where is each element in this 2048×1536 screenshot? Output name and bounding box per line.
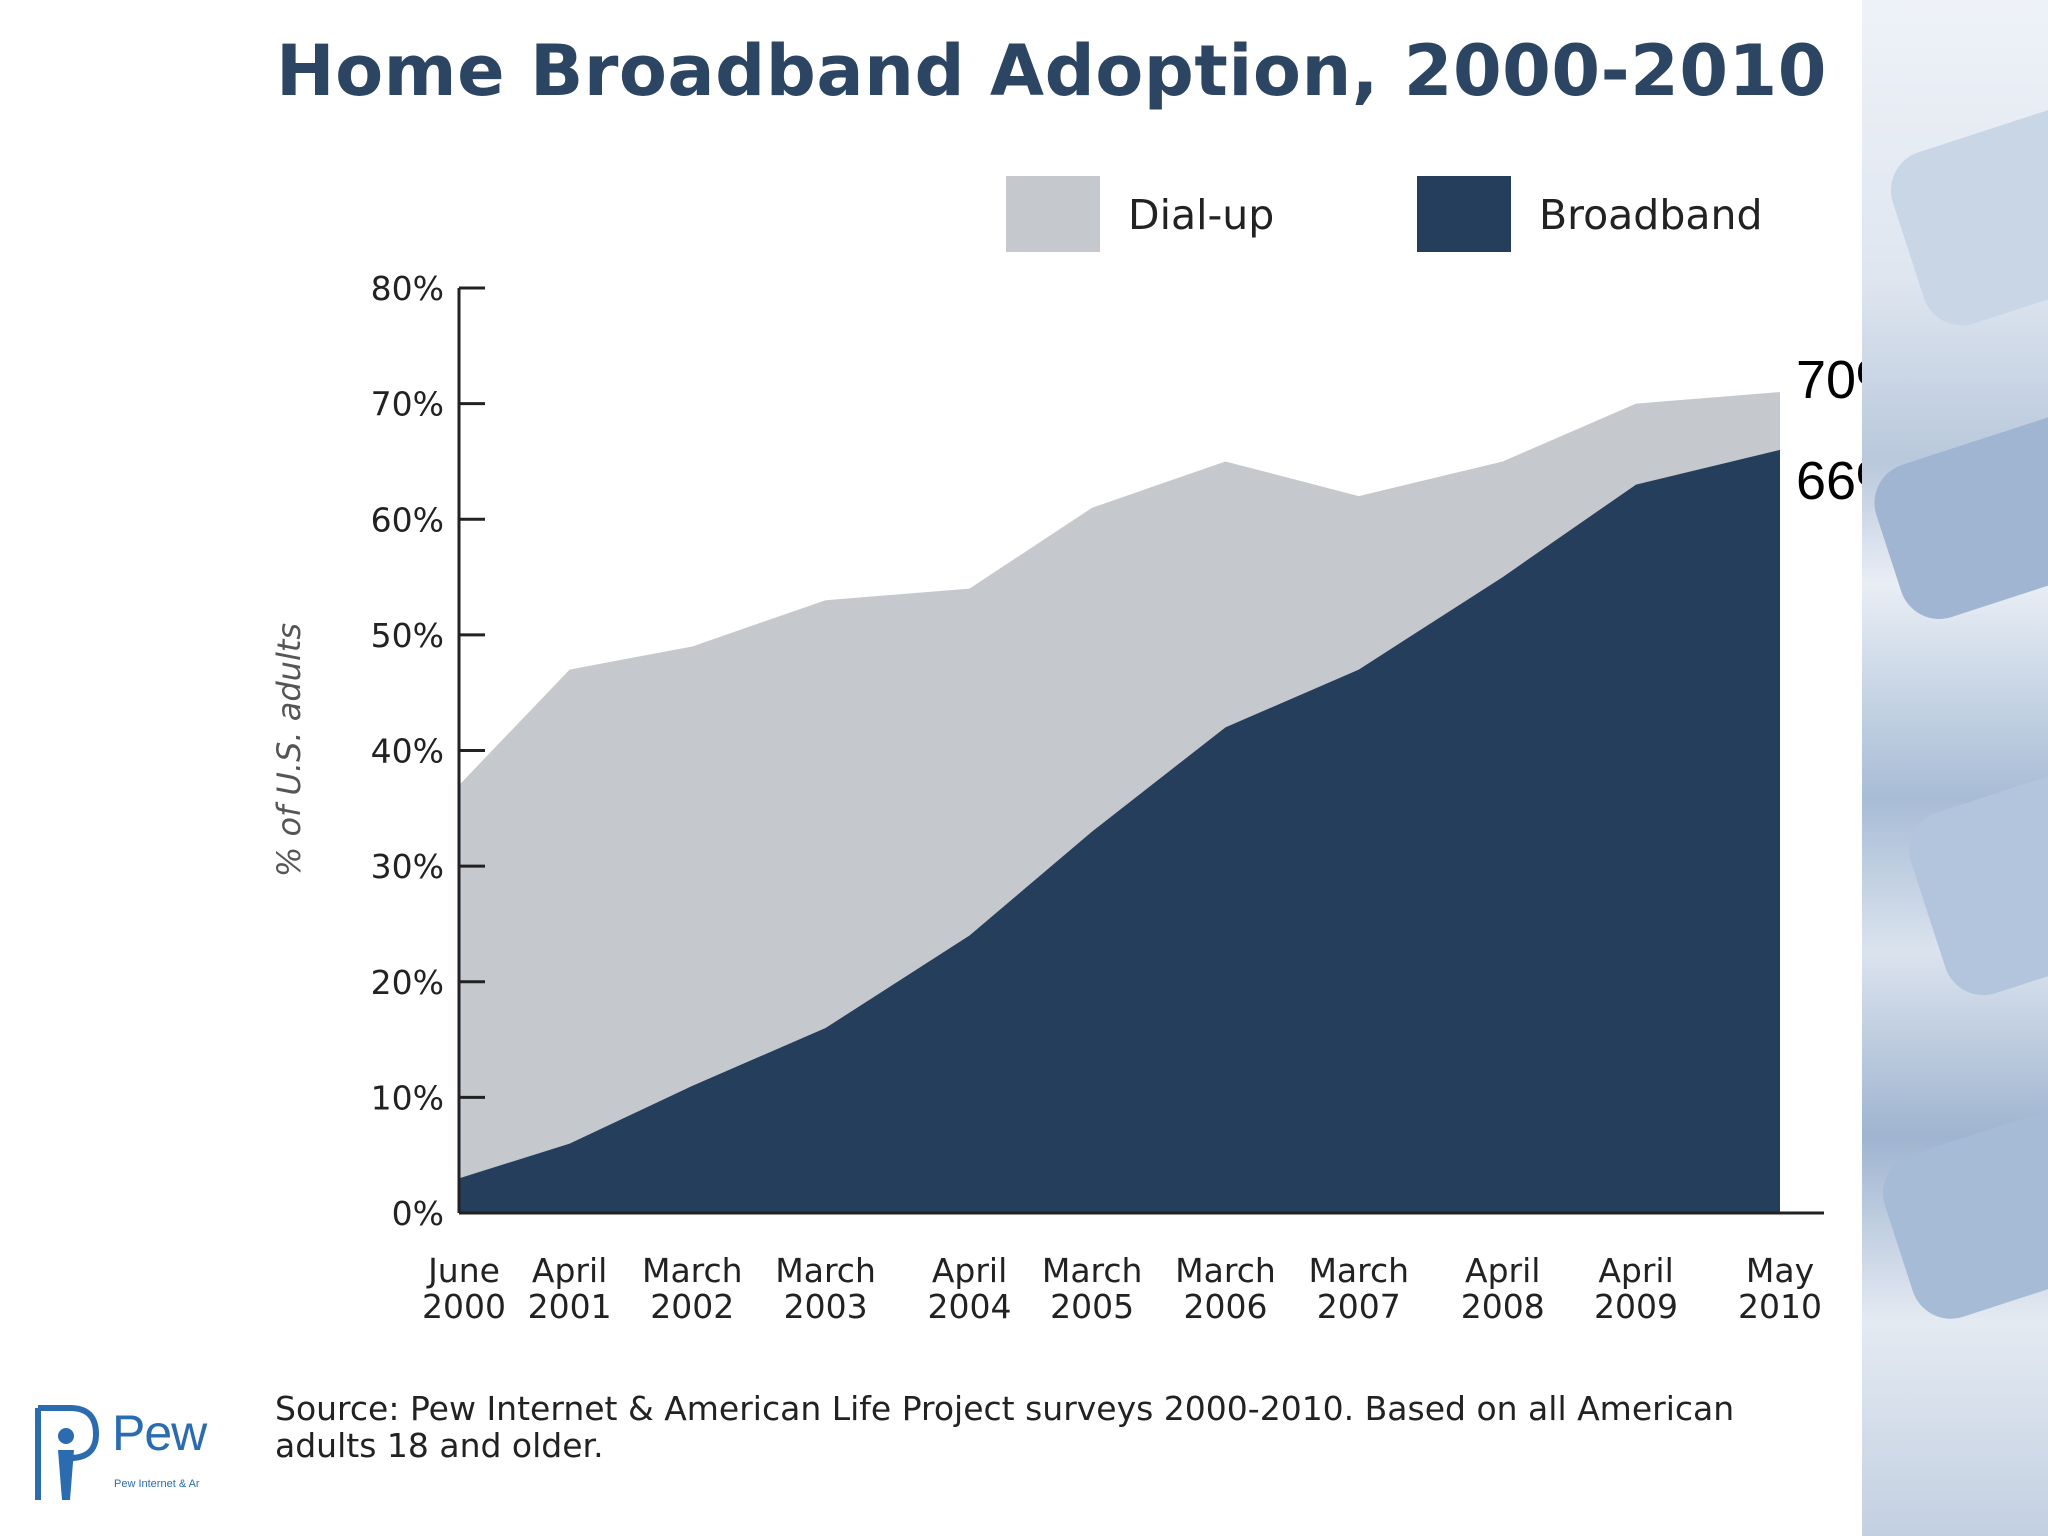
y-tick-label: 60%: [371, 500, 444, 539]
x-tick-label: April 2009: [1594, 1251, 1678, 1326]
legend-swatch-dial-up: [1006, 176, 1100, 252]
x-tick-label: March 2003: [775, 1251, 876, 1326]
pew-logo: Pew Ir Pew Internet & Ar: [30, 1400, 253, 1510]
pew-logo-mark-icon: [35, 1405, 100, 1500]
y-axis-title: % of U.S. adults: [270, 623, 308, 877]
y-tick-label: 20%: [371, 963, 444, 1002]
area-layer: [459, 392, 1780, 1213]
callout-broadband: 66%: [1796, 451, 1862, 511]
y-tick-label: 70%: [371, 385, 444, 424]
logo-cutoff-mask: [213, 1400, 253, 1510]
legend-label: Dial-up: [1128, 191, 1274, 239]
x-tick-label: May 2010: [1738, 1251, 1822, 1326]
y-tick-label: 50%: [371, 616, 444, 655]
x-tick-label: March 2002: [642, 1251, 743, 1326]
y-ticks: 0% 10% 20% 30% 40% 50% 60% 70% 80%: [371, 269, 485, 1233]
x-tick-label: March 2006: [1175, 1251, 1276, 1326]
x-tick-label: March 2005: [1042, 1251, 1143, 1326]
y-tick-label: 10%: [371, 1078, 444, 1117]
y-tick-label: 30%: [371, 847, 444, 886]
x-tick-label: April 2001: [528, 1251, 612, 1326]
area-broadband: [459, 449, 1780, 1213]
pew-logo-subtext: Pew Internet & Ar: [114, 1478, 200, 1490]
x-tick-label: April 2008: [1461, 1251, 1545, 1326]
legend: Dial-up Broadband: [1006, 176, 1762, 252]
y-tick-label: 40%: [371, 732, 444, 771]
x-ticks: June 2000 April 2001 March 2002 March 2003 April…: [422, 1251, 1822, 1326]
decorative-side-image: [1862, 0, 2048, 1536]
x-tick-label: March 2007: [1308, 1251, 1409, 1326]
x-tick-label: June 2000: [422, 1251, 506, 1326]
y-tick-label: 0%: [392, 1194, 444, 1233]
callout-total: 70%: [1796, 350, 1862, 410]
source-note: Source: Pew Internet & American Life Pro…: [275, 1389, 1735, 1465]
chart-title: Home Broadband Adoption, 2000-2010: [276, 30, 1827, 112]
legend-label: Broadband: [1539, 191, 1762, 239]
legend-swatch-broadband: [1417, 176, 1511, 252]
y-tick-label: 80%: [371, 269, 444, 308]
chart: 0% 10% 20% 30% 40% 50% 60% 70% 80% June 2000 April…: [270, 176, 1862, 1326]
x-tick-label: April 2004: [928, 1251, 1012, 1326]
